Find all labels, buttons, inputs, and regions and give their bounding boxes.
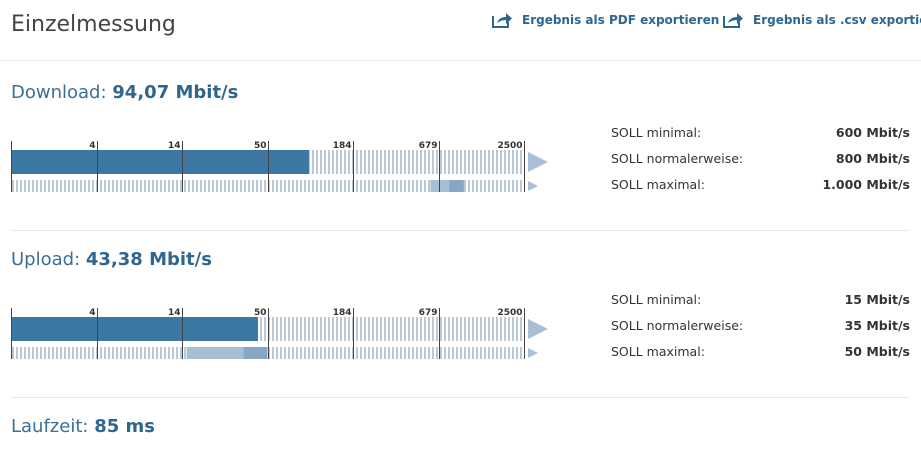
target-value: 1.000 Mbit/s [822, 177, 910, 192]
measurement-value: 43,38 Mbit/s [85, 249, 212, 270]
scale-tick-label: 679 [419, 141, 438, 151]
target-range [449, 180, 464, 192]
target-label: SOLL minimal: [611, 292, 702, 307]
target-label: SOLL normalerweise: [611, 318, 744, 333]
measurement-heading: Upload: 43,38 Mbit/s [11, 249, 212, 270]
export-pdf-label: Ergebnis als PDF exportieren [522, 13, 720, 27]
target-range [243, 347, 268, 359]
export-icon [492, 13, 512, 28]
page-title: Einzelmessung [11, 12, 176, 37]
target-value: 600 Mbit/s [835, 125, 910, 140]
target-value: 50 Mbit/s [844, 344, 910, 359]
export-icon [723, 13, 743, 28]
scale-arrow [528, 152, 548, 172]
header-divider [0, 60, 921, 61]
measurement-value: 94,07 Mbit/s [112, 82, 239, 103]
scale-tick-label: 14 [168, 141, 181, 151]
target-label: SOLL maximal: [611, 344, 705, 359]
scale-arrow [528, 319, 548, 339]
target-value: 15 Mbit/s [844, 292, 910, 307]
measurement-heading: Download: 94,07 Mbit/s [11, 82, 238, 103]
target-value: 35 Mbit/s [844, 318, 910, 333]
export-csv[interactable]: Ergebnis als .csv exportieren [722, 11, 921, 29]
latency-value: 85 ms [94, 416, 155, 437]
divider [11, 397, 909, 398]
latency: Laufzeit: 85 ms [11, 416, 155, 437]
measurement-label: Download: [11, 82, 107, 103]
target-range [186, 347, 244, 359]
speed-scale: 4 14 50 184 679 2500 [11, 308, 548, 359]
target-label: SOLL maximal: [611, 177, 705, 192]
target-arrow [528, 348, 538, 358]
scale-tick-label: 14 [168, 308, 181, 318]
scale-tick-label: 679 [419, 308, 438, 318]
speed-bar [11, 317, 258, 341]
target-label: SOLL normalerweise: [611, 151, 744, 166]
scale-tick-label: 50 [254, 308, 267, 318]
scale-tick-label: 2500 [497, 308, 522, 318]
target-background [11, 180, 524, 192]
scale-tick-label: 184 [333, 141, 352, 151]
target-label: SOLL minimal: [611, 125, 702, 140]
measurement-label: Upload: [11, 249, 81, 270]
target-value: 800 Mbit/s [835, 151, 910, 166]
scale-tick-label: 50 [254, 141, 267, 151]
latency-label: Laufzeit: [11, 416, 89, 437]
speed-bar [11, 150, 309, 174]
scale-tick-label: 2500 [497, 141, 522, 151]
scale-tick-label: 4 [89, 141, 95, 151]
scale-tick-label: 4 [89, 308, 95, 318]
scale-tick-label: 184 [333, 308, 352, 318]
divider [11, 230, 909, 231]
speed-scale: 4 14 50 184 679 2500 [11, 141, 548, 192]
export-pdf[interactable]: Ergebnis als PDF exportieren [491, 11, 719, 29]
export-csv-label: Ergebnis als .csv exportieren [753, 13, 921, 27]
target-arrow [528, 181, 538, 191]
